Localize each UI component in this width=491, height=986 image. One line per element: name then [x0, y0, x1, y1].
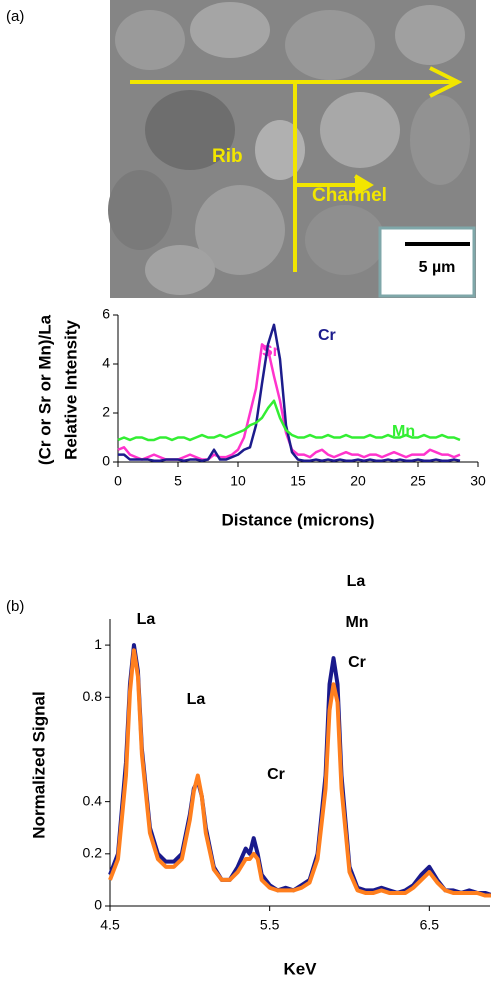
x-tick-label: 5: [174, 473, 182, 489]
data-line: [118, 323, 461, 463]
x-tick-label: 25: [410, 473, 426, 489]
annotation: Cr: [267, 766, 285, 783]
panel-label: (a): [6, 8, 24, 25]
y-tick-label: 6: [102, 306, 110, 322]
micrograph-label: Rib: [212, 146, 243, 167]
x-tick-label: 10: [230, 473, 246, 489]
y-tick-label: 0.4: [83, 792, 103, 808]
micrograph-label: Channel: [312, 185, 387, 206]
y-axis-title: (Cr or Sr or Mn)/La: [35, 314, 54, 465]
x-tick-label: 4.5: [100, 917, 120, 933]
y-tick-label: 0: [94, 897, 102, 913]
data-line: [108, 648, 491, 898]
x-axis-title: Distance (microns): [221, 510, 374, 529]
y-axis-title: Relative Intensity: [61, 320, 80, 460]
micrograph: [108, 0, 476, 298]
x-axis-title: KeV: [283, 959, 317, 978]
annotation: Cr: [348, 654, 366, 671]
panel-label: (b): [6, 598, 24, 615]
y-tick-label: 4: [102, 355, 110, 371]
annotation: La: [347, 573, 366, 590]
data-line: [108, 643, 491, 897]
y-tick-label: 0.2: [83, 845, 103, 861]
y-tick-label: 2: [102, 404, 110, 420]
y-tick-label: 0: [102, 453, 110, 469]
x-tick-label: 6.5: [420, 917, 440, 933]
x-tick-label: 5.5: [260, 917, 280, 933]
legend-label: Cr: [318, 327, 336, 344]
y-axis-title: Normalized Signal: [29, 691, 48, 838]
annotation: Mn: [345, 614, 368, 631]
legend-label: Sr: [262, 343, 279, 360]
scale-bar-label: 5 µm: [419, 259, 456, 276]
data-line: [117, 399, 461, 442]
y-tick-label: 0.8: [83, 688, 103, 704]
y-tick-label: 1: [94, 636, 102, 652]
annotation: La: [187, 691, 206, 708]
legend-label: Mn: [392, 423, 415, 440]
x-tick-label: 20: [350, 473, 366, 489]
annotation: La: [137, 611, 156, 628]
x-tick-label: 0: [114, 473, 122, 489]
x-tick-label: 15: [290, 473, 306, 489]
x-tick-label: 30: [470, 473, 486, 489]
